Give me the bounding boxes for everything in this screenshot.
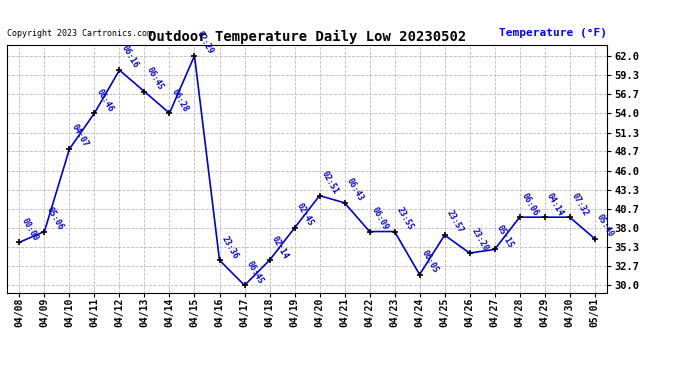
Text: 23:55: 23:55 [395, 206, 415, 231]
Text: 06:43: 06:43 [344, 177, 365, 203]
Text: 05:40: 05:40 [595, 213, 615, 239]
Text: 06:16: 06:16 [119, 44, 140, 70]
Text: 06:09: 06:09 [370, 206, 390, 231]
Text: 00:00: 00:00 [19, 216, 40, 242]
Text: 02:51: 02:51 [319, 170, 340, 196]
Text: 07:32: 07:32 [570, 191, 590, 217]
Text: 23:57: 23:57 [444, 209, 465, 235]
Text: 02:45: 02:45 [295, 202, 315, 228]
Text: 06:45: 06:45 [244, 259, 265, 285]
Text: Temperature (°F): Temperature (°F) [499, 28, 607, 38]
Text: 06:46: 06:46 [95, 87, 115, 113]
Text: Copyright 2023 Cartronics.com: Copyright 2023 Cartronics.com [7, 28, 152, 38]
Text: 23:20: 23:20 [470, 227, 490, 253]
Text: 05:15: 05:15 [495, 223, 515, 249]
Text: 06:05: 06:05 [420, 248, 440, 274]
Text: 04:07: 04:07 [70, 123, 90, 149]
Text: 06:28: 06:28 [170, 87, 190, 113]
Text: 06:06: 06:06 [520, 191, 540, 217]
Text: 02:29: 02:29 [195, 30, 215, 56]
Text: 05:06: 05:06 [44, 206, 65, 231]
Text: 04:14: 04:14 [544, 191, 565, 217]
Title: Outdoor Temperature Daily Low 20230502: Outdoor Temperature Daily Low 20230502 [148, 30, 466, 44]
Text: 23:36: 23:36 [219, 234, 240, 260]
Text: 06:45: 06:45 [144, 66, 165, 92]
Text: 02:14: 02:14 [270, 234, 290, 260]
